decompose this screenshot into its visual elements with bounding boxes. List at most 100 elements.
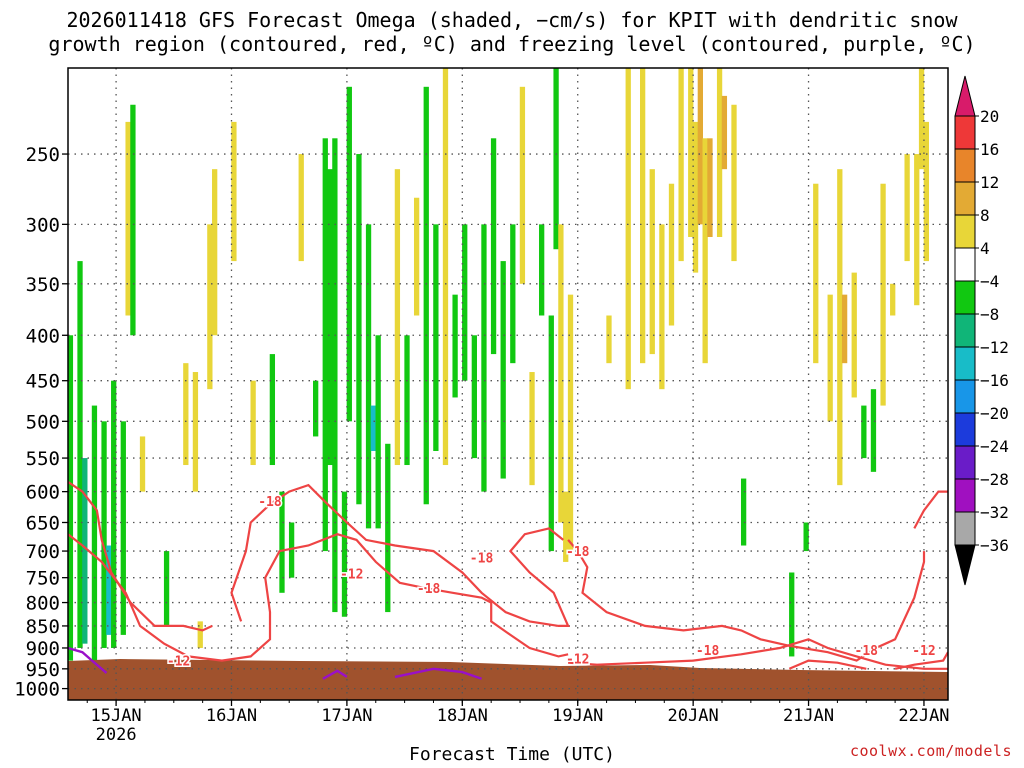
plot-frame — [67, 67, 949, 701]
colorbar-swatch — [954, 511, 976, 546]
omega-cell — [890, 283, 896, 316]
colorbar: 20 16 12 8 4 −4 −8 −12 −16 −20 −24 −28 −32 −36 — [954, 75, 1009, 586]
omega-cell — [423, 86, 429, 505]
colorbar-label: −16 — [980, 371, 1009, 390]
omega-cell — [481, 224, 487, 492]
y-tick-label: 850 — [26, 616, 60, 638]
y-tick-label: 1000 — [14, 679, 60, 701]
x-tick-year-label: 2026 — [96, 725, 137, 745]
contour-label: -18 — [566, 545, 590, 560]
x-tick-label: 22JAN — [898, 706, 949, 726]
omega-cell — [731, 104, 737, 262]
omega-cell — [625, 68, 631, 390]
x-axis-title: Forecast Time (UTC) — [409, 744, 615, 765]
omega-cell — [606, 315, 612, 364]
omega-cell — [837, 169, 843, 486]
colorbar-label: −8 — [980, 305, 999, 324]
omega-cell — [413, 197, 420, 316]
colorbar-top-arrow — [954, 75, 976, 117]
dgz-contour-line — [788, 659, 867, 670]
omega-cell — [789, 572, 795, 657]
omega-cell — [163, 551, 170, 626]
omega-cell — [313, 380, 319, 437]
chart-title-line-1: 2026011418 GFS Forecast Omega (shaded, −… — [66, 8, 958, 32]
omega-cell — [914, 154, 920, 306]
dgz-contour-line — [568, 638, 948, 670]
colorbar-label: 20 — [980, 107, 999, 126]
omega-cell — [870, 389, 877, 472]
contour-label: -18 — [417, 582, 441, 597]
omega-cell — [471, 335, 477, 459]
y-tick-label: 300 — [26, 214, 60, 236]
omega-cell — [452, 294, 458, 398]
omega-shading — [68, 68, 930, 661]
chart-title-line-2: growth region (contoured, red, ºC) and f… — [48, 32, 976, 56]
omega-cell — [192, 372, 199, 492]
omega-cell — [139, 436, 146, 492]
dgz-contour-line — [230, 483, 570, 627]
omega-cell — [375, 335, 381, 529]
colorbar-swatch — [954, 478, 976, 513]
omega-cell — [212, 169, 218, 336]
colorbar-label: −20 — [980, 404, 1009, 423]
omega-cell — [279, 491, 285, 593]
omega-cell — [510, 224, 516, 364]
omega-cell — [529, 372, 535, 486]
omega-cell — [697, 68, 703, 225]
colorbar-swatch — [954, 280, 976, 315]
omega-cell — [394, 169, 401, 466]
y-tick-label: 550 — [26, 448, 60, 470]
ground-layer — [68, 659, 948, 700]
omega-cell — [740, 478, 747, 546]
y-tick-label: 350 — [26, 274, 60, 296]
omega-cell — [298, 154, 304, 262]
omega-cell — [207, 224, 213, 390]
omega-cell — [120, 421, 126, 635]
omega-cell — [82, 458, 88, 644]
dgz-contour-line — [913, 490, 948, 529]
omega-cell — [678, 68, 684, 262]
omega-cell — [500, 261, 506, 479]
contour-label: -18 — [696, 644, 720, 659]
omega-cell — [385, 443, 391, 613]
omega-cell — [370, 405, 376, 451]
omega-cell — [649, 169, 655, 355]
colorbar-swatch — [954, 214, 976, 249]
freezing-level-contour — [322, 669, 348, 680]
omega-cell — [288, 522, 295, 578]
y-tick-label: 250 — [26, 144, 60, 166]
x-tick-label: 21JAN — [783, 706, 834, 726]
omega-cell — [341, 491, 348, 617]
colorbar-label: −24 — [980, 437, 1009, 456]
omega-cell — [918, 68, 925, 170]
omega-cell — [702, 138, 708, 364]
contour-label: -12 — [912, 644, 935, 659]
x-tick-label: 17JAN — [321, 706, 372, 726]
colorbar-label: 16 — [980, 140, 999, 159]
omega-cell — [106, 545, 112, 635]
colorbar-swatch — [954, 247, 976, 282]
colorbar-label: −36 — [980, 536, 1009, 555]
contour-label: -18 — [855, 644, 879, 659]
omega-cell — [327, 169, 333, 466]
colorbar-swatch — [954, 181, 976, 216]
plot-area — [68, 68, 948, 700]
omega-cell — [322, 138, 328, 552]
omega-cell — [827, 294, 833, 422]
x-tick-label: 18JAN — [437, 706, 488, 726]
omega-cell — [803, 522, 809, 552]
x-tick-label: 15JAN — [90, 706, 141, 726]
colorbar-swatch — [954, 412, 976, 447]
omega-cell — [707, 138, 713, 237]
colorbar-swatch — [954, 346, 976, 381]
colorbar-swatch — [954, 148, 976, 183]
omega-cell — [197, 621, 203, 648]
ground-surface — [68, 659, 948, 700]
freezing-level-contour — [68, 646, 108, 674]
colorbar-swatch — [954, 115, 976, 150]
y-tick-label: 900 — [26, 638, 60, 660]
omega-cell — [442, 68, 449, 466]
y-tick-label: 950 — [26, 659, 60, 681]
